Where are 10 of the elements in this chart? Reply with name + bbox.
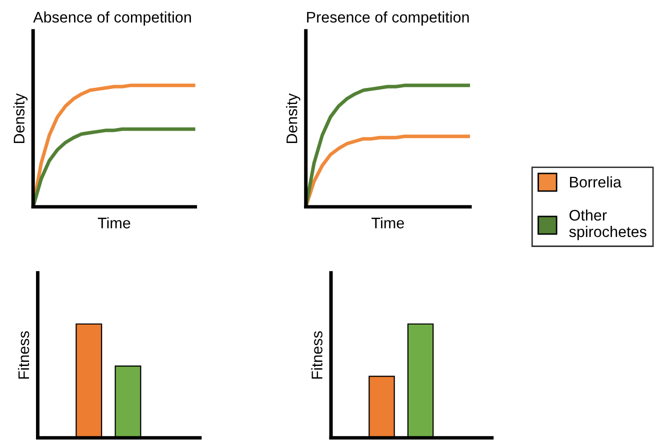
- chart-title: Presence of competition: [307, 11, 469, 26]
- x-axis-title: Time: [98, 217, 130, 228]
- y-axis-title: Fitness: [311, 331, 322, 379]
- y-axis-title: Density: [286, 93, 300, 144]
- legend-label: Other spirochetes: [569, 209, 646, 240]
- y-axis-title: Density: [13, 93, 28, 144]
- legend-label: Borrelia: [570, 176, 622, 188]
- x-axis-title: Time: [372, 217, 404, 228]
- y-axis-title: Fitness: [18, 331, 30, 379]
- chart-title: Absence of competition: [33, 11, 191, 26]
